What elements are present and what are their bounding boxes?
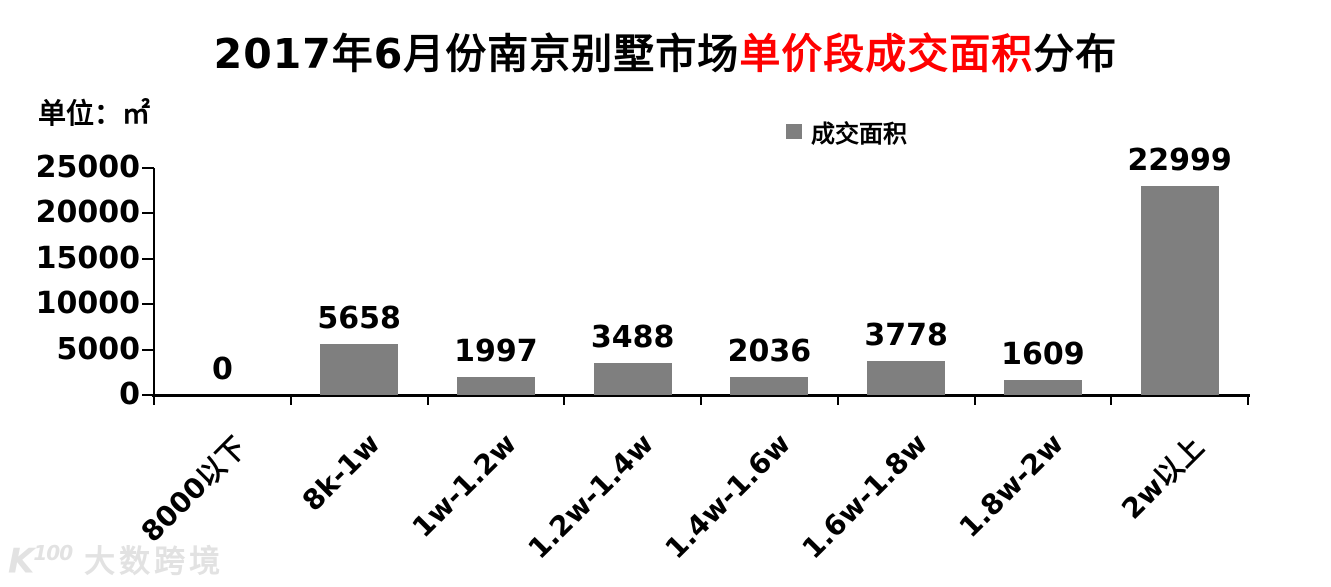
x-axis-tick (973, 395, 976, 405)
x-axis-tick (426, 395, 429, 405)
y-axis-tick-label: 10000 (35, 286, 140, 322)
x-axis-category-label: 1.8w-2w (953, 427, 1071, 544)
bar (1003, 380, 1082, 395)
x-axis-tick (563, 395, 566, 405)
x-axis-tick (1110, 395, 1113, 405)
y-axis-tick (142, 394, 154, 396)
x-axis-tick (836, 395, 839, 405)
bar-value-label: 2036 (727, 334, 812, 369)
x-axis-category-label: 1.4w-1.6w (658, 427, 797, 566)
bar-value-label: 3778 (864, 318, 948, 353)
y-axis-tick-label: 5000 (56, 331, 141, 367)
x-axis-category-label: 2w以上 (1115, 430, 1211, 526)
y-axis-tick-label: 25000 (35, 150, 140, 185)
x-axis-tick (289, 395, 292, 405)
x-axis-tick (1247, 395, 1249, 405)
watermark-text: 大数跨境 (84, 544, 225, 580)
x-axis-category-label: 1w-1.2w (406, 427, 524, 544)
bar-value-label: 1997 (454, 334, 538, 369)
y-axis-tick (142, 348, 154, 351)
x-axis-tick (700, 395, 702, 405)
bar (867, 361, 946, 395)
y-axis-line (153, 168, 155, 395)
x-axis-category-label: 1.6w-1.8w (795, 427, 934, 566)
watermark: K100 大数跨境 (8, 536, 224, 581)
x-axis-category-label: 8k-1w (295, 427, 387, 518)
x-axis-category-label: 1.2w-1.4w (521, 427, 660, 566)
bar-value-label: 0 (211, 352, 233, 387)
chart-title-prefix: 2017年6月份南京别墅市场 (213, 30, 740, 78)
y-axis-tick (142, 167, 154, 169)
y-axis-tick (142, 303, 154, 306)
bar-value-label: 5658 (317, 301, 401, 336)
y-axis-tick-label: 20000 (35, 195, 140, 231)
x-axis-tick (153, 395, 155, 405)
bar (456, 377, 535, 395)
bar (1140, 186, 1219, 395)
legend: 成交面积 (786, 114, 907, 149)
bar-value-label: 3488 (590, 320, 675, 355)
chart-title-suffix: 分布 (1033, 30, 1118, 78)
unit-label: 单位：㎡ (38, 97, 151, 130)
watermark-logo: K100 (8, 540, 73, 581)
legend-label: 成交面积 (811, 120, 907, 148)
bar-value-label: 1609 (1001, 337, 1085, 372)
y-axis-tick-label: 0 (119, 377, 140, 412)
chart-title: 2017年6月份南京别墅市场单价段成交面积分布 (0, 20, 1331, 80)
legend-swatch-icon (786, 124, 802, 139)
y-axis-tick (142, 212, 154, 215)
x-axis-category-label: 8000以下 (135, 430, 254, 549)
chart-title-highlight: 单价段成交面积 (739, 30, 1034, 78)
bar-value-label: 22999 (1127, 143, 1232, 178)
bar (593, 363, 672, 395)
bar (730, 377, 809, 395)
y-axis-tick-label: 15000 (35, 240, 140, 276)
y-axis-tick (142, 257, 154, 260)
bar (320, 344, 399, 395)
